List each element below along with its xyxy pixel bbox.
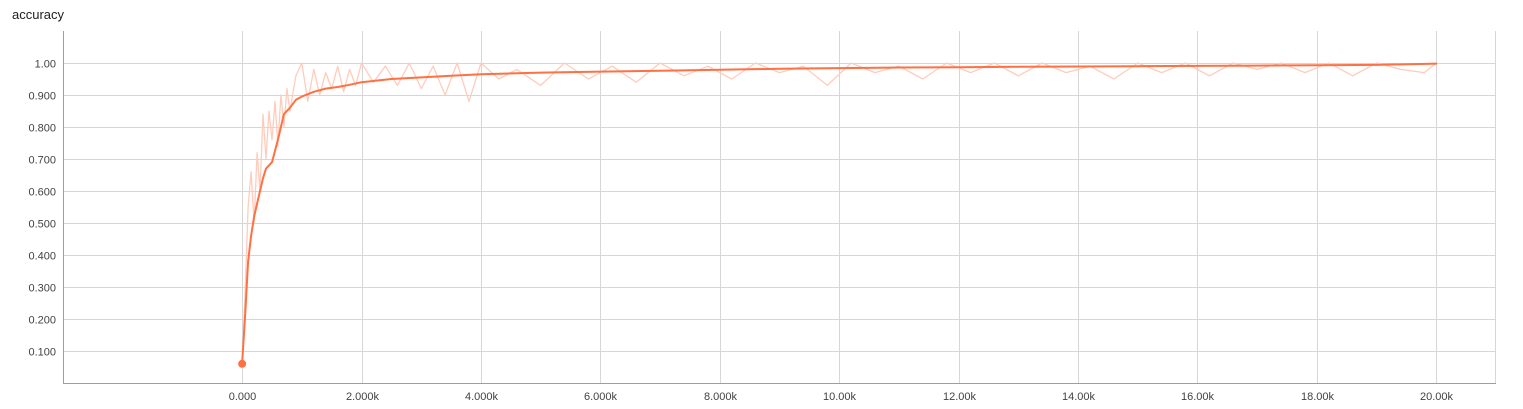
series-lines: [238, 62, 1438, 368]
axes: [63, 31, 1496, 384]
x-tick-label: 4.000k: [465, 391, 499, 403]
y-tick-label: 0.300: [28, 283, 56, 295]
y-tick-label: 0.200: [28, 315, 56, 327]
y-tick-label: 0.800: [28, 123, 56, 135]
chart-title: accuracy: [12, 7, 65, 22]
x-tick-label: 18.00k: [1301, 391, 1335, 403]
smoothed-accuracy-line: [241, 62, 1438, 365]
x-tick-label: 6.000k: [584, 391, 618, 403]
y-tick-label: 0.900: [28, 91, 56, 103]
tick-labels: 0.100 0.200 0.300 0.400 0.500 0.600 0.700 0.800…: [28, 59, 1453, 404]
y-tick-label: 0.600: [28, 187, 56, 199]
y-tick-label: 0.500: [28, 219, 56, 231]
x-tick-label: 2.000k: [346, 391, 380, 403]
y-tick-label: 1.00: [35, 59, 56, 71]
x-tick-label: 10.00k: [823, 391, 857, 403]
x-tick-label: 12.00k: [943, 391, 977, 403]
x-tick-label: 0.000: [229, 391, 257, 403]
x-tick-label: 8.000k: [704, 391, 738, 403]
y-tick-label: 0.700: [28, 155, 56, 167]
y-tick-label: 0.400: [28, 251, 56, 263]
x-tick-label: 16.00k: [1181, 391, 1215, 403]
x-tick-label: 14.00k: [1062, 391, 1096, 403]
start-point-marker: [238, 359, 247, 368]
grid-lines: [63, 31, 1496, 383]
y-tick-label: 0.100: [28, 347, 56, 359]
x-tick-label: 20.00k: [1420, 391, 1454, 403]
